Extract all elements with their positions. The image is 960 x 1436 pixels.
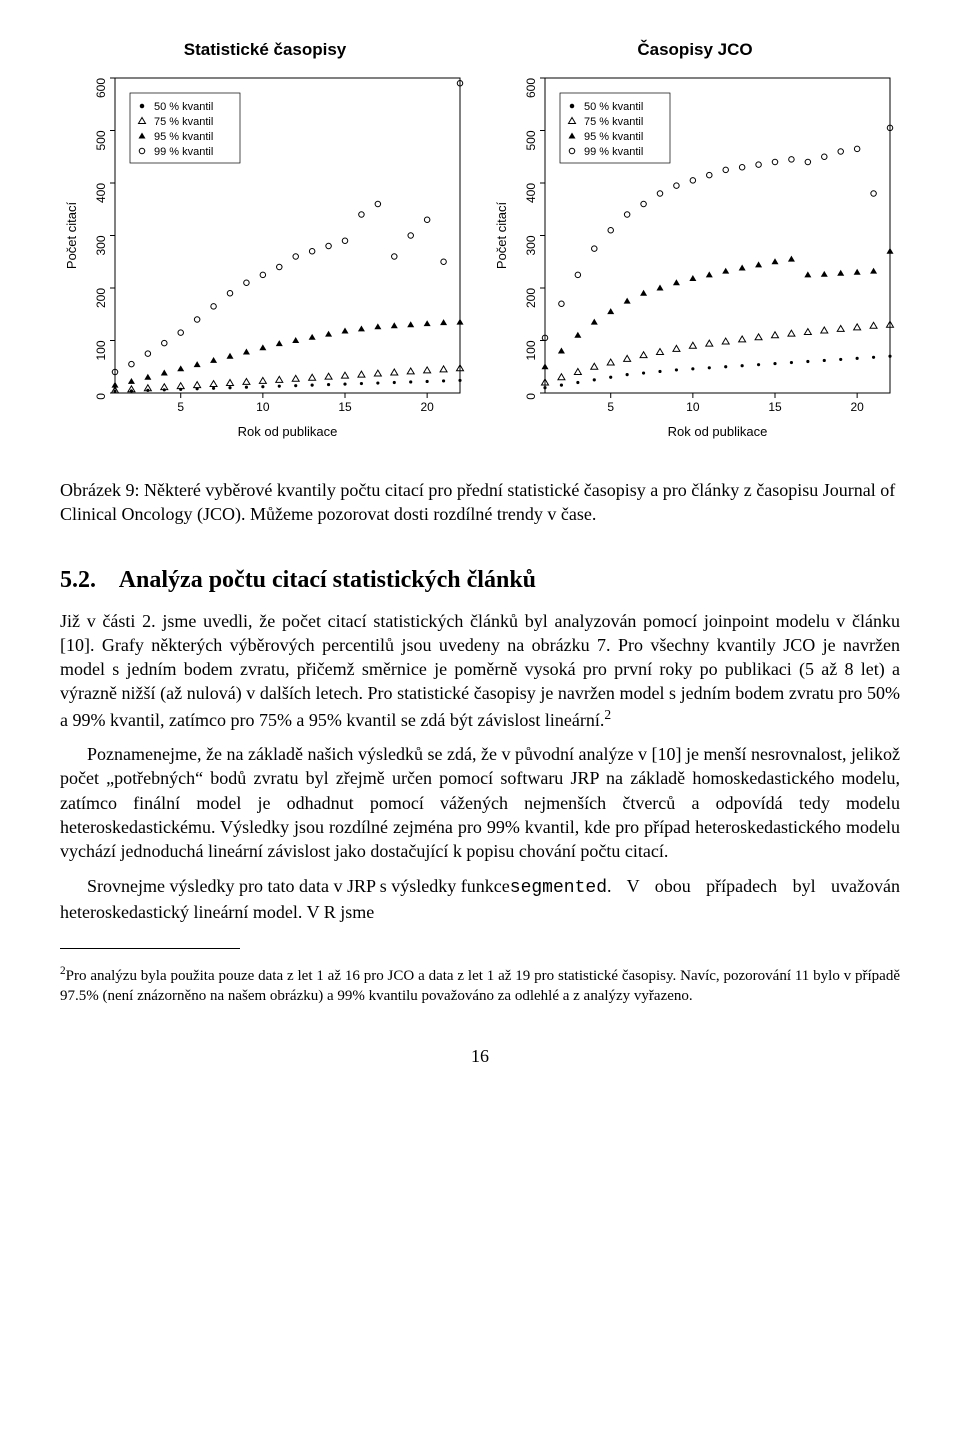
svg-text:75 % kvantil: 75 % kvantil [584,116,643,128]
paragraph-1: Již v části 2. jsme uvedli, že počet cit… [60,609,900,732]
svg-text:10: 10 [686,400,700,414]
svg-text:50 % kvantil: 50 % kvantil [584,101,643,113]
para3-code: segmented [510,878,607,898]
figure-row: Statistické časopisy 5101520010020030040… [60,40,900,448]
svg-text:200: 200 [524,288,538,308]
svg-text:75 % kvantil: 75 % kvantil [154,116,213,128]
svg-text:100: 100 [94,340,108,360]
para1-footref: 2 [604,707,611,722]
section-number: 5.2. [60,567,96,593]
page-number: 16 [60,1046,900,1067]
svg-text:Počet citací: Počet citací [494,202,509,270]
svg-text:20: 20 [850,400,864,414]
chart-right-wrap: Časopisy JCO 51015200100200300400500600P… [490,40,900,448]
svg-text:5: 5 [177,400,184,414]
svg-text:500: 500 [94,130,108,150]
section-heading: 5.2. Analýza počtu citací statistických … [60,567,900,594]
svg-text:300: 300 [94,235,108,255]
svg-text:0: 0 [94,393,108,400]
svg-text:15: 15 [338,400,352,414]
svg-text:15: 15 [768,400,782,414]
chart-left-svg: 51015200100200300400500600Počet citacíRo… [60,68,470,448]
svg-text:200: 200 [94,288,108,308]
svg-text:95 % kvantil: 95 % kvantil [584,131,643,143]
svg-text:99 % kvantil: 99 % kvantil [584,146,643,158]
svg-text:50 % kvantil: 50 % kvantil [154,101,213,113]
chart-right-svg: 51015200100200300400500600Počet citacíRo… [490,68,900,448]
svg-text:400: 400 [524,183,538,203]
svg-text:Rok od publikace: Rok od publikace [668,424,768,439]
svg-text:Rok od publikace: Rok od publikace [238,424,338,439]
svg-text:600: 600 [94,78,108,98]
para1-text: Již v části 2. jsme uvedli, že počet cit… [60,611,900,730]
svg-text:500: 500 [524,130,538,150]
chart-right-title: Časopisy JCO [490,40,900,60]
svg-text:5: 5 [607,400,614,414]
figure-caption: Obrázek 9: Některé vyběrové kvantily poč… [60,478,900,527]
footnote-text: Pro analýzu byla použita pouze data z le… [60,968,900,1004]
svg-text:300: 300 [524,235,538,255]
svg-text:99 % kvantil: 99 % kvantil [154,146,213,158]
svg-text:400: 400 [94,183,108,203]
footnote: 2Pro analýzu byla použita pouze data z l… [60,964,900,1006]
para3a-text: Srovnejme výsledky pro tato data v JRP s… [60,874,510,898]
svg-text:0: 0 [524,393,538,400]
svg-text:100: 100 [524,340,538,360]
paragraph-2: Poznamenejme, že na základě našich výsle… [60,742,900,863]
svg-text:Počet citací: Počet citací [64,202,79,270]
svg-text:20: 20 [420,400,434,414]
section-title: Analýza počtu citací statistických článk… [119,567,536,593]
chart-left-title: Statistické časopisy [60,40,470,60]
chart-left-wrap: Statistické časopisy 5101520010020030040… [60,40,470,448]
svg-text:10: 10 [256,400,270,414]
footnote-separator [60,948,240,949]
svg-text:95 % kvantil: 95 % kvantil [154,131,213,143]
svg-text:600: 600 [524,78,538,98]
para2-text: Poznamenejme, že na základě našich výsle… [60,742,900,863]
paragraph-3: Srovnejme výsledky pro tato data v JRP s… [60,874,900,925]
